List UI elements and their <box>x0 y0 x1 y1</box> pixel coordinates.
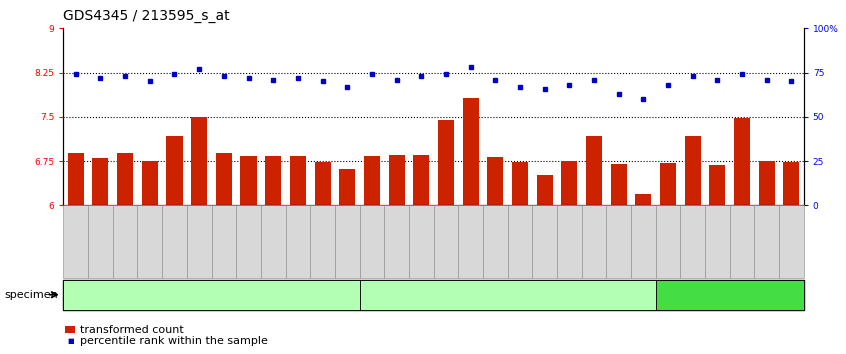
Bar <box>339 169 355 205</box>
Bar <box>117 153 133 205</box>
Bar <box>512 162 528 205</box>
Bar <box>660 163 676 205</box>
Text: GSM842015: GSM842015 <box>146 214 154 269</box>
Text: GSM842024: GSM842024 <box>367 215 376 269</box>
Bar <box>561 161 577 205</box>
Text: GSM842026: GSM842026 <box>417 214 426 269</box>
Bar <box>413 155 429 205</box>
Text: GSM842035: GSM842035 <box>639 214 648 269</box>
Text: GSM842029: GSM842029 <box>491 214 500 269</box>
Bar <box>92 158 108 205</box>
Text: ■: ■ <box>67 338 74 344</box>
Text: GSM842034: GSM842034 <box>614 214 624 269</box>
Bar <box>290 156 306 205</box>
Text: pre-surgery: pre-surgery <box>179 290 244 300</box>
Bar <box>240 156 256 205</box>
Bar <box>684 136 700 205</box>
Bar <box>783 162 799 205</box>
Text: percentile rank within the sample: percentile rank within the sample <box>80 336 267 346</box>
Text: GSM842040: GSM842040 <box>762 214 772 269</box>
Text: GSM842025: GSM842025 <box>392 214 401 269</box>
Text: GSM842041: GSM842041 <box>787 214 796 269</box>
Bar <box>463 98 479 205</box>
Text: GSM842017: GSM842017 <box>195 214 204 269</box>
Bar <box>216 153 232 205</box>
Text: GSM842027: GSM842027 <box>442 214 450 269</box>
Text: GSM842014: GSM842014 <box>121 214 129 269</box>
Bar <box>315 162 331 205</box>
Text: transformed count: transformed count <box>80 325 184 335</box>
Text: GSM842030: GSM842030 <box>515 214 525 269</box>
Bar <box>635 194 651 205</box>
Bar <box>734 118 750 205</box>
Bar <box>438 120 454 205</box>
Text: GSM842023: GSM842023 <box>343 214 352 269</box>
Text: GSM842018: GSM842018 <box>219 214 228 269</box>
Text: GSM842031: GSM842031 <box>540 214 549 269</box>
Text: GSM842022: GSM842022 <box>318 215 327 269</box>
Text: GSM842013: GSM842013 <box>96 214 105 269</box>
Text: GSM842019: GSM842019 <box>244 214 253 269</box>
Bar <box>388 155 404 205</box>
Text: GSM842021: GSM842021 <box>294 214 302 269</box>
Bar <box>536 175 552 205</box>
Bar <box>167 136 183 205</box>
Text: GSM842033: GSM842033 <box>590 214 598 269</box>
Text: GSM842020: GSM842020 <box>269 214 277 269</box>
Text: GSM842012: GSM842012 <box>71 214 80 269</box>
Text: GSM842037: GSM842037 <box>688 214 697 269</box>
Bar <box>191 117 207 205</box>
Text: post-surgery: post-surgery <box>472 290 543 300</box>
Bar <box>611 164 627 205</box>
Bar <box>364 156 380 205</box>
Text: control: control <box>711 290 749 300</box>
Text: GSM842028: GSM842028 <box>466 214 475 269</box>
Text: GSM842032: GSM842032 <box>565 214 574 269</box>
Bar <box>759 161 775 205</box>
Bar <box>265 156 281 205</box>
Bar <box>487 157 503 205</box>
Text: GSM842036: GSM842036 <box>663 214 673 269</box>
Text: specimen: specimen <box>4 290 58 300</box>
Text: GSM842038: GSM842038 <box>713 214 722 269</box>
Text: GSM842039: GSM842039 <box>738 214 746 269</box>
Text: GDS4345 / 213595_s_at: GDS4345 / 213595_s_at <box>63 9 230 23</box>
Bar <box>68 153 84 205</box>
Bar <box>586 136 602 205</box>
Bar <box>709 165 725 205</box>
Text: GSM842016: GSM842016 <box>170 214 179 269</box>
Bar <box>142 161 158 205</box>
